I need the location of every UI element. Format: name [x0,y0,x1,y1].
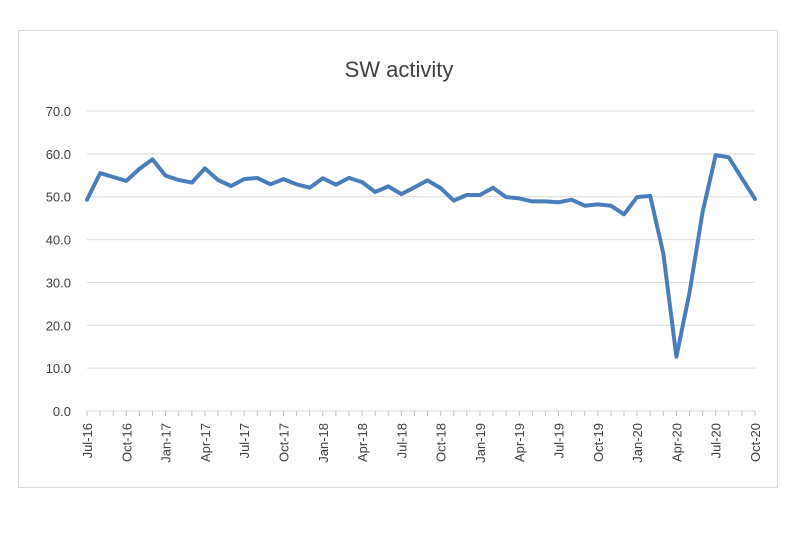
line-chart: SW activity 0.0 10.0 20.0 30.0 40.0 50.0 60.0 7… [46,57,763,463]
data-point [530,199,534,203]
data-point [688,291,692,295]
data-point [399,192,403,196]
data-point [596,202,600,206]
data-point [321,176,325,180]
data-point [661,251,665,255]
data-point [727,155,731,159]
data-point [137,167,141,171]
x-tick-label: Apr-19 [512,423,527,462]
x-tick-label: Jul-20 [709,423,724,458]
data-point [98,171,102,175]
y-tick-label: 30.0 [46,275,71,290]
x-tick-label: Jul-17 [237,423,252,458]
x-tick-label: Apr-18 [355,423,370,462]
data-point [255,176,259,180]
data-point [753,197,757,201]
x-tick-label: Oct-17 [276,423,291,462]
x-tick-label: Jul-16 [80,423,95,458]
y-axis: 0.0 10.0 20.0 30.0 40.0 50.0 60.0 70.0 [46,104,71,419]
x-tick-label: Jan-17 [159,423,174,463]
x-tick-label: Jan-20 [630,423,645,463]
data-point [360,180,364,184]
data-point [281,177,285,181]
data-point [635,195,639,199]
data-point [177,178,181,182]
y-tick-label: 50.0 [46,190,71,205]
x-tick-label: Oct-18 [434,423,449,462]
gridlines [87,110,755,412]
data-point [478,193,482,197]
data-point [465,193,469,197]
x-tick-label: Jan-18 [316,423,331,463]
data-point [347,176,351,180]
y-tick-label: 40.0 [46,233,71,248]
chart-title: SW activity [345,57,454,82]
series-layer [85,153,757,359]
data-point [295,182,299,186]
data-point [373,190,377,194]
y-tick-label: 10.0 [46,361,71,376]
data-point [150,157,154,161]
x-axis: Jul-16 Oct-16 Jan-17 Apr-17 Jul-17 Oct-17 Jan-… [80,411,763,463]
data-point [517,196,521,200]
data-point [504,195,508,199]
data-point [268,182,272,186]
x-tick-label: Apr-17 [198,423,213,462]
chart-frame: SW activity 0.0 10.0 20.0 30.0 40.0 50.0 60.0 7… [18,30,778,488]
data-point [714,153,718,157]
series-line [85,153,757,359]
data-point [308,186,312,190]
x-tick-label: Jul-19 [552,423,567,458]
data-point [740,176,744,180]
data-point [674,355,678,359]
data-point [111,175,115,179]
data-point [426,178,430,182]
y-tick-label: 60.0 [46,147,71,162]
data-point [491,186,495,190]
y-tick-label: 0.0 [53,404,71,419]
data-point [164,174,168,178]
x-tick-label: Oct-20 [748,423,763,462]
data-point [229,184,233,188]
data-point [216,178,220,182]
data-point [190,181,194,185]
data-point [648,194,652,198]
data-point [242,177,246,181]
data-point [701,210,705,214]
data-point [622,212,626,216]
y-tick-label: 70.0 [46,104,71,119]
data-point [452,199,456,203]
data-point [557,200,561,204]
x-tick-label: Jul-18 [394,423,409,458]
data-point [124,179,128,183]
x-tick-label: Jan-19 [473,423,488,463]
x-tick-label: Oct-16 [119,423,134,462]
data-point [85,198,89,202]
data-point [570,198,574,202]
x-tick-label: Apr-20 [669,423,684,462]
data-point [386,184,390,188]
x-tick-label: Oct-19 [591,423,606,462]
data-point [412,185,416,189]
data-point [439,186,443,190]
data-point [583,204,587,208]
data-point [609,204,613,208]
data-point [334,183,338,187]
data-point [543,199,547,203]
data-point [203,166,207,170]
y-tick-label: 20.0 [46,318,71,333]
